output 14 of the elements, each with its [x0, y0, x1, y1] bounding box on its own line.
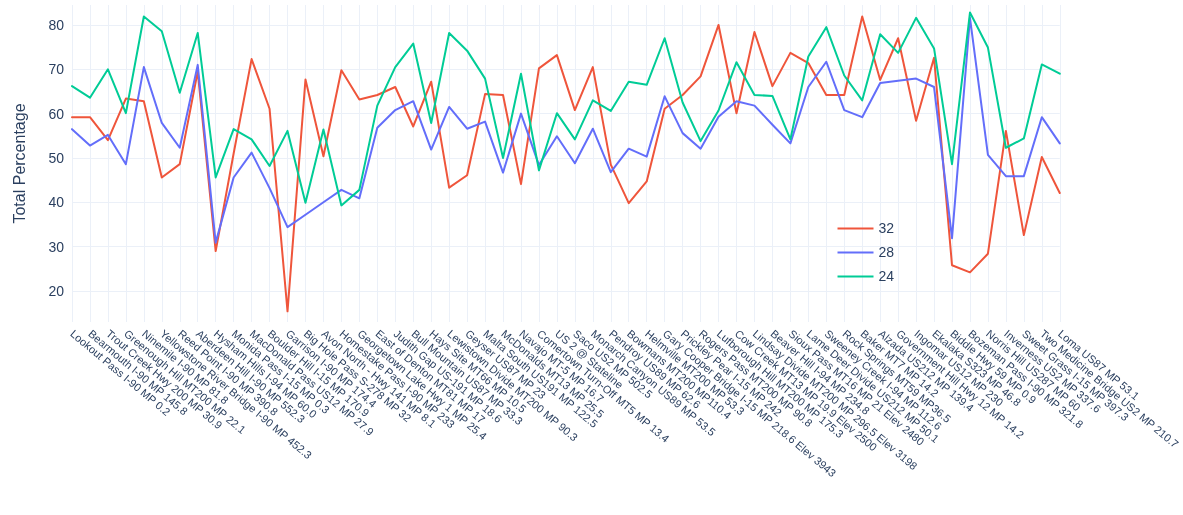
y-tick-label: 50 [48, 149, 65, 166]
y-tick-label: 30 [48, 238, 65, 255]
y-axis-title: Total Percentage [10, 103, 28, 224]
legend-label: 32 [878, 220, 895, 237]
y-tick-label: 80 [48, 16, 65, 33]
line-series [71, 11, 1061, 207]
legend-label: 28 [878, 244, 895, 261]
y-tick-label: 70 [48, 61, 65, 78]
y-tick-label: 60 [48, 105, 65, 122]
line-series [71, 16, 1061, 244]
y-tick-label: 40 [48, 194, 65, 211]
legend-label: 24 [878, 268, 895, 285]
y-tick-label: 20 [48, 282, 65, 299]
line-series [71, 15, 1061, 313]
